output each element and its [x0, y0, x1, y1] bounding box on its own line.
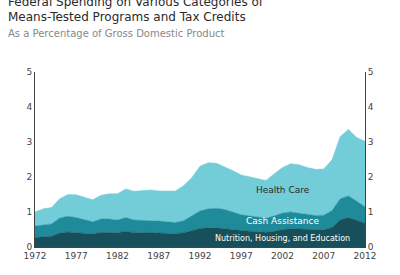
svg-text:4: 4	[368, 102, 374, 112]
svg-text:1977: 1977	[65, 251, 88, 261]
svg-text:5: 5	[368, 67, 374, 77]
svg-text:1972: 1972	[24, 251, 47, 261]
svg-text:2: 2	[26, 172, 32, 182]
svg-text:4: 4	[26, 102, 32, 112]
svg-text:0: 0	[368, 242, 374, 252]
svg-text:1997: 1997	[230, 251, 253, 261]
svg-text:3: 3	[368, 137, 374, 147]
svg-text:5: 5	[26, 67, 32, 77]
svg-text:Federal Spending on Various Ca: Federal Spending on Various Categories o…	[8, 0, 264, 39]
svg-text:Health Care: Health Care	[256, 185, 310, 195]
svg-text:1992: 1992	[189, 251, 212, 261]
svg-text:2007: 2007	[312, 251, 335, 261]
svg-text:1987: 1987	[147, 251, 170, 261]
svg-text:1982: 1982	[106, 251, 129, 261]
svg-text:2002: 2002	[271, 251, 294, 261]
svg-text:Nutrition, Housing, and Educat: Nutrition, Housing, and Education	[215, 234, 350, 243]
svg-text:1: 1	[26, 207, 32, 217]
svg-text:3: 3	[26, 137, 32, 147]
svg-text:2012: 2012	[354, 251, 377, 261]
svg-text:Cash Assistance: Cash Assistance	[246, 216, 319, 226]
svg-text:2: 2	[368, 172, 374, 182]
svg-text:1: 1	[368, 207, 374, 217]
svg-text:0: 0	[26, 242, 32, 252]
